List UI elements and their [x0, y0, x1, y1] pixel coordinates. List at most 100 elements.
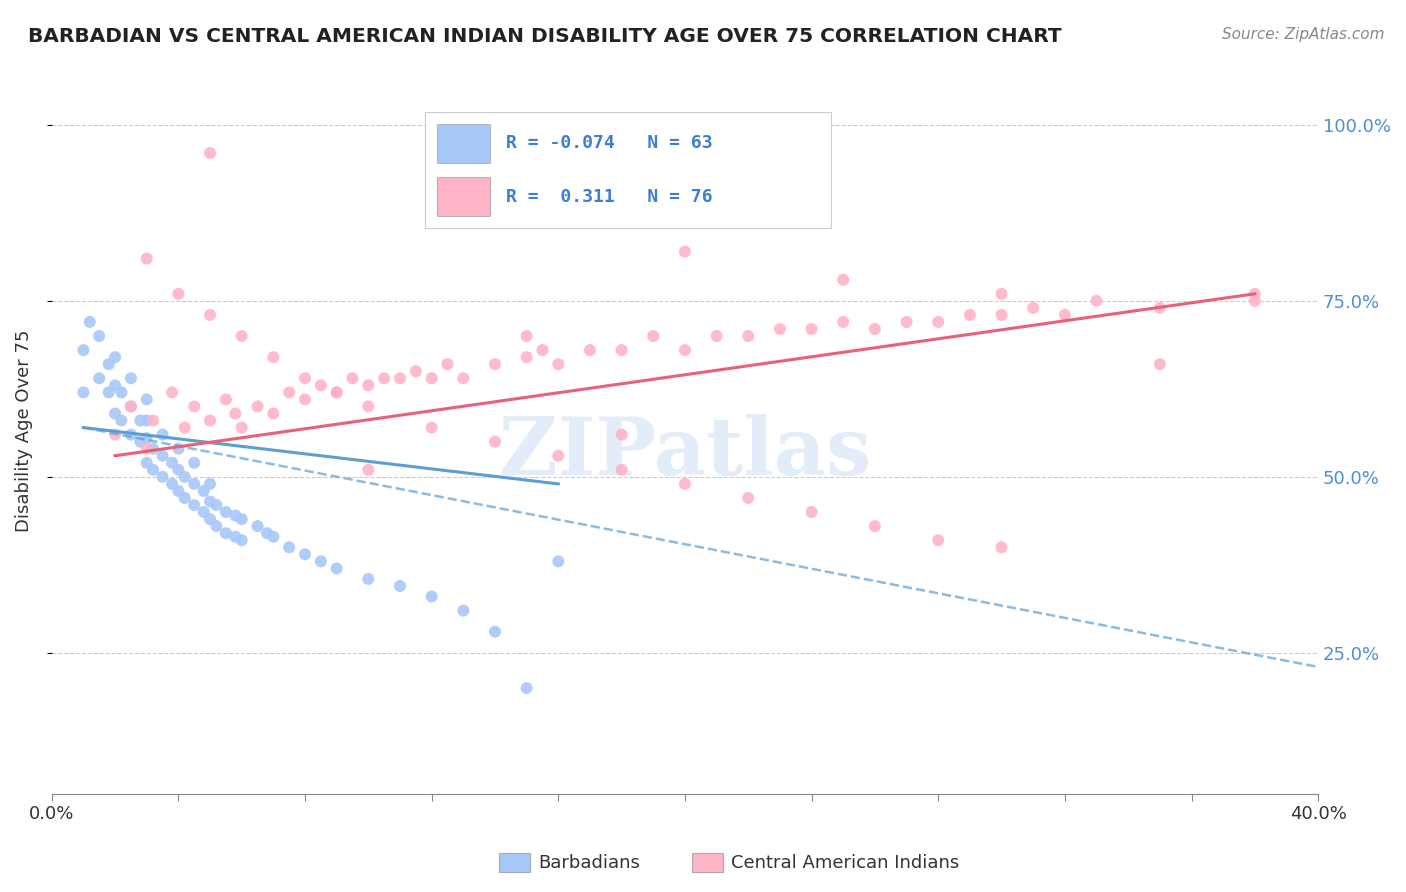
Point — [579, 343, 602, 358]
Point — [547, 449, 569, 463]
Point — [357, 378, 380, 392]
Point — [135, 413, 157, 427]
Point — [990, 541, 1012, 555]
Point — [142, 442, 165, 456]
Point — [531, 343, 554, 358]
Point — [516, 329, 538, 343]
Point — [832, 315, 855, 329]
Point — [152, 470, 174, 484]
Point — [325, 385, 347, 400]
Point — [484, 434, 506, 449]
Point — [388, 579, 411, 593]
Point — [1243, 286, 1265, 301]
Point — [97, 385, 120, 400]
Point — [990, 308, 1012, 322]
Point — [246, 400, 269, 414]
Point — [769, 322, 792, 336]
Point — [547, 357, 569, 371]
Point — [183, 476, 205, 491]
Point — [231, 329, 253, 343]
Point — [1085, 293, 1108, 308]
Point — [135, 456, 157, 470]
Point — [420, 371, 443, 385]
Point — [256, 526, 278, 541]
Point — [1022, 301, 1045, 315]
Point — [120, 400, 142, 414]
Point — [278, 385, 301, 400]
Point — [135, 442, 157, 456]
Y-axis label: Disability Age Over 75: Disability Age Over 75 — [15, 330, 32, 533]
Point — [193, 483, 215, 498]
Point — [224, 508, 246, 523]
Point — [173, 491, 195, 505]
Point — [193, 505, 215, 519]
Point — [516, 681, 538, 695]
Point — [104, 350, 127, 364]
Point — [610, 463, 633, 477]
Point — [231, 533, 253, 548]
Point — [325, 561, 347, 575]
Point — [104, 407, 127, 421]
Point — [89, 371, 111, 385]
Point — [215, 526, 238, 541]
Point — [72, 385, 94, 400]
Point — [167, 483, 190, 498]
Point — [484, 624, 506, 639]
Point — [167, 463, 190, 477]
Point — [104, 378, 127, 392]
Point — [516, 350, 538, 364]
Point — [420, 202, 443, 217]
Point — [135, 431, 157, 445]
Point — [436, 357, 458, 371]
Point — [152, 427, 174, 442]
Point — [198, 413, 221, 427]
Point — [1149, 301, 1171, 315]
Point — [129, 434, 152, 449]
Point — [142, 413, 165, 427]
Point — [183, 498, 205, 512]
Point — [309, 554, 332, 568]
Point — [231, 420, 253, 434]
Point — [173, 420, 195, 434]
Point — [262, 407, 284, 421]
Point — [198, 146, 221, 161]
Point — [342, 371, 364, 385]
Point — [706, 329, 728, 343]
Text: ZIPatlas: ZIPatlas — [499, 414, 872, 491]
Point — [205, 498, 228, 512]
Point — [309, 378, 332, 392]
Point — [120, 371, 142, 385]
Point — [373, 371, 395, 385]
Point — [420, 420, 443, 434]
Point — [484, 357, 506, 371]
Point — [832, 273, 855, 287]
Point — [72, 343, 94, 358]
Point — [927, 315, 949, 329]
Point — [294, 371, 316, 385]
Point — [357, 400, 380, 414]
Point — [800, 505, 823, 519]
Point — [152, 449, 174, 463]
Point — [453, 371, 475, 385]
Point — [183, 456, 205, 470]
Point — [405, 364, 427, 378]
Point — [800, 322, 823, 336]
Point — [142, 463, 165, 477]
Point — [129, 413, 152, 427]
Point — [357, 572, 380, 586]
Point — [673, 476, 696, 491]
Point — [927, 533, 949, 548]
Point — [104, 427, 127, 442]
Point — [110, 413, 132, 427]
Point — [863, 519, 886, 533]
Point — [167, 442, 190, 456]
Text: BARBADIAN VS CENTRAL AMERICAN INDIAN DISABILITY AGE OVER 75 CORRELATION CHART: BARBADIAN VS CENTRAL AMERICAN INDIAN DIS… — [28, 27, 1062, 45]
Point — [120, 427, 142, 442]
Point — [737, 329, 759, 343]
Point — [173, 470, 195, 484]
Point — [110, 385, 132, 400]
Point — [198, 512, 221, 526]
Point — [160, 456, 183, 470]
Point — [183, 400, 205, 414]
Point — [205, 519, 228, 533]
